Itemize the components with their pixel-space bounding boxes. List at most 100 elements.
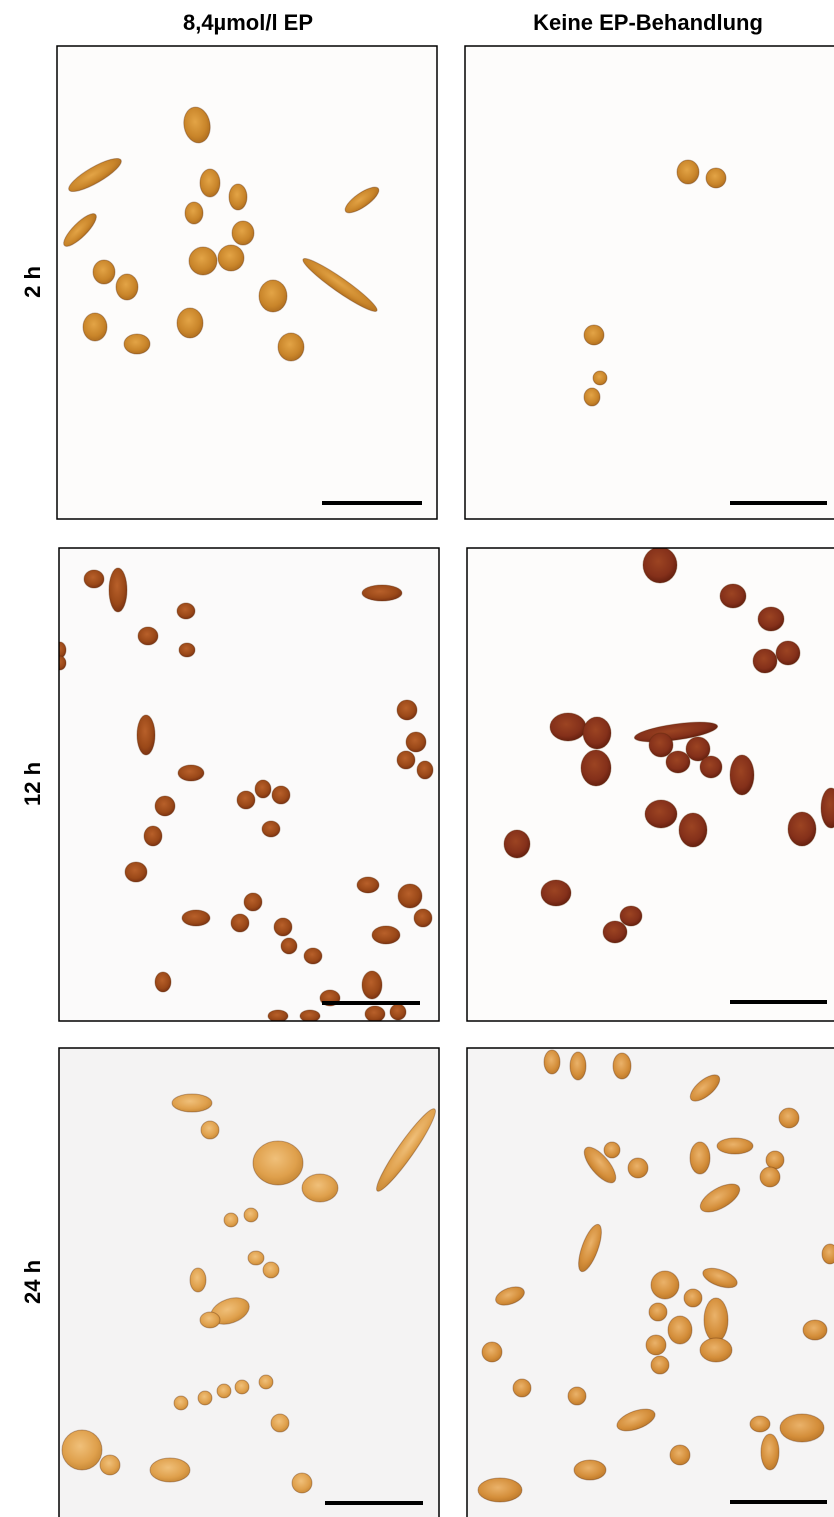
row-label: 24 h (20, 1260, 45, 1304)
cell (244, 1208, 258, 1222)
panel-background (465, 46, 834, 519)
cell (776, 641, 800, 665)
cell (504, 830, 530, 858)
micrograph (467, 547, 834, 1021)
cell (513, 1379, 531, 1397)
cell (83, 313, 107, 341)
cell (93, 260, 115, 284)
cell (200, 1312, 220, 1328)
micrograph (59, 1048, 441, 1517)
cell (229, 184, 247, 210)
cell (248, 1251, 264, 1265)
cell (649, 733, 673, 757)
cell (753, 649, 777, 673)
cell (201, 1121, 219, 1139)
cell (255, 780, 271, 798)
cell (271, 1414, 289, 1432)
cell (666, 751, 690, 773)
cell (417, 761, 433, 779)
cell (668, 1316, 692, 1344)
cell (651, 1356, 669, 1374)
micrograph (465, 46, 834, 519)
cell (372, 926, 400, 944)
cell (362, 585, 402, 601)
cell (779, 1108, 799, 1128)
cell (137, 715, 155, 755)
cell (150, 1458, 190, 1482)
cell (684, 1289, 702, 1307)
figure: 8,4µmol/l EP Keine EP-Behandlung 2 h 12 … (0, 0, 834, 1517)
column-header: 8,4µmol/l EP (183, 10, 313, 35)
cell (706, 168, 726, 188)
cell (274, 918, 292, 936)
row-label: 2 h (20, 266, 45, 298)
cell (568, 1387, 586, 1405)
cell (398, 884, 422, 908)
cell (200, 169, 220, 197)
cell (758, 607, 784, 631)
cell (362, 971, 382, 999)
cell (766, 1151, 784, 1169)
cell (677, 160, 699, 184)
cell (278, 333, 304, 361)
cell (174, 1396, 188, 1410)
cell (482, 1342, 502, 1362)
cell (138, 627, 158, 645)
cell (235, 1380, 249, 1394)
cell (649, 1303, 667, 1321)
cell (218, 245, 244, 271)
cell (780, 1414, 824, 1442)
cell (570, 1052, 586, 1080)
panel-background (57, 46, 437, 519)
cell (803, 1320, 827, 1340)
cell (179, 643, 195, 657)
cell (172, 1094, 212, 1112)
cell (182, 910, 210, 926)
cell (155, 796, 175, 816)
cell (231, 914, 249, 932)
cell (124, 334, 150, 354)
cell (272, 786, 290, 804)
cell (544, 1050, 560, 1074)
cell (84, 570, 104, 588)
cell (628, 1158, 648, 1178)
cell (397, 751, 415, 769)
micrograph (54, 548, 439, 1022)
cell (730, 755, 754, 795)
cell (300, 1010, 320, 1022)
panel-background (59, 548, 439, 1021)
cell (281, 938, 297, 954)
cell (760, 1167, 780, 1187)
cell (645, 800, 677, 828)
cell (224, 1213, 238, 1227)
page: 8,4µmol/l EP Keine EP-Behandlung 2 h 12 … (0, 0, 834, 1517)
cell (268, 1010, 288, 1022)
cell (478, 1478, 522, 1502)
cell (54, 656, 66, 670)
cell (646, 1335, 666, 1355)
micrograph (467, 1048, 834, 1517)
cell (583, 717, 611, 749)
cell (822, 1244, 834, 1264)
micrograph (57, 46, 437, 519)
cell (357, 877, 379, 893)
cell (406, 732, 426, 752)
cell (541, 880, 571, 906)
cell (620, 906, 642, 926)
cell (603, 921, 627, 943)
cell (584, 325, 604, 345)
cell (177, 603, 195, 619)
cell (232, 221, 254, 245)
cell (761, 1434, 779, 1470)
cell (144, 826, 162, 846)
panel-background (59, 1048, 439, 1517)
cell (397, 700, 417, 720)
cell (109, 568, 127, 612)
cell (259, 1375, 273, 1389)
cell (581, 750, 611, 786)
cell (700, 1338, 732, 1362)
cell (690, 1142, 710, 1174)
cell (185, 202, 203, 224)
cell (189, 247, 217, 275)
cell (125, 862, 147, 882)
